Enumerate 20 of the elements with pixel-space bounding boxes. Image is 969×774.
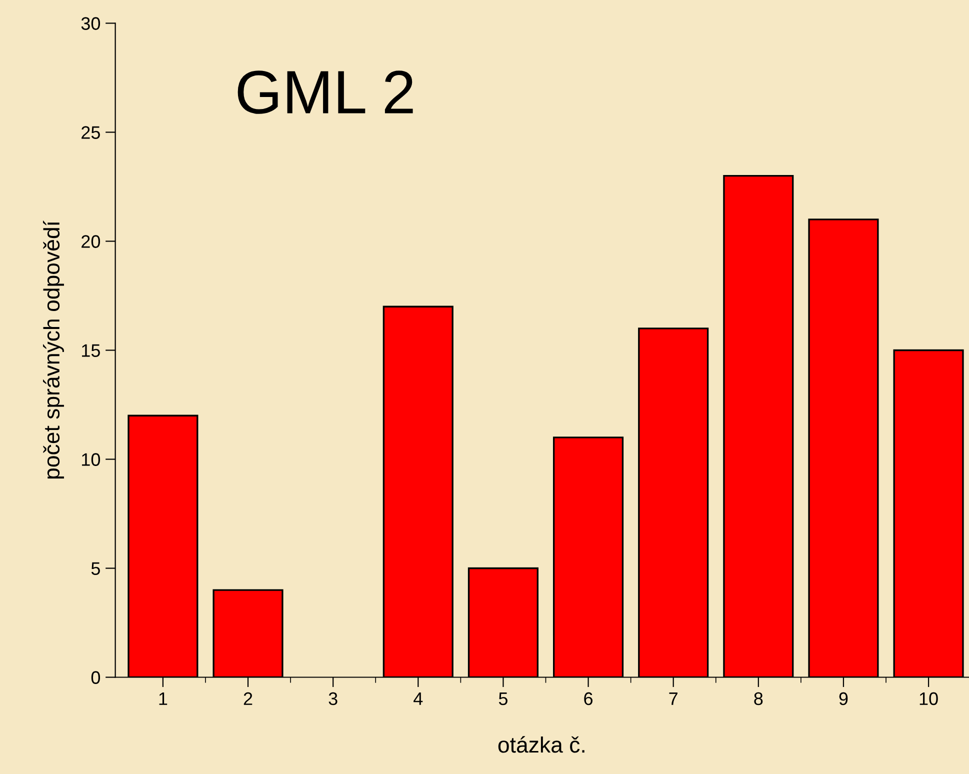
y-tick-label: 10	[82, 453, 100, 466]
x-tick-label: 2	[244, 692, 252, 705]
y-tick-label: 20	[82, 235, 100, 248]
text: GML 2	[238, 70, 413, 114]
y-tick-label: 30	[81, 17, 100, 30]
x-tick-label: 9	[839, 692, 848, 706]
y-tick-label: 15	[82, 344, 100, 357]
x-tick-label: 5	[498, 692, 508, 706]
x-tick-label: 3	[328, 692, 338, 706]
x-tick-label: 10	[920, 692, 938, 706]
y-tick-label: 5	[91, 562, 100, 575]
x-tick-label: 4	[414, 692, 423, 705]
x-tick-label: 7	[669, 692, 678, 705]
x-tick-label: 8	[754, 692, 763, 706]
y-tick-label: 25	[82, 126, 100, 139]
y-tick-label: 0	[91, 671, 100, 684]
x-tick-label: 6	[584, 692, 592, 706]
x-tick-label: 1	[159, 692, 168, 705]
y-axis-title: počet správných odpovědí	[43, 220, 64, 479]
x-axis-title: otázka č.	[498, 736, 584, 753]
